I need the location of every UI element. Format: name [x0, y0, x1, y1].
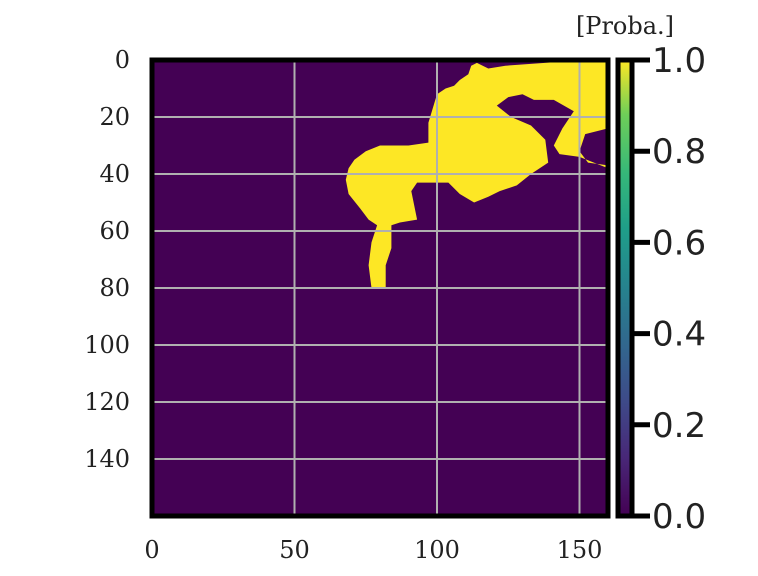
- colorbar-tick-label: 0.8: [652, 132, 706, 172]
- colorbar-label: [Proba.]: [576, 12, 674, 40]
- colorbar-gradient: [618, 60, 632, 516]
- y-tick-label: 140: [84, 445, 130, 473]
- colorbar: 0.0 0.2 0.4 0.6 0.8 1.0 [Proba.]: [576, 12, 706, 537]
- colorbar-tick-label: 0.2: [652, 406, 706, 446]
- x-axis-ticks: 0 50 100 150: [144, 536, 602, 564]
- x-tick-label: 100: [414, 536, 460, 564]
- x-tick-label: 0: [144, 536, 159, 564]
- colorbar-tick-label: 0.0: [652, 497, 706, 537]
- y-tick-label: 40: [99, 160, 130, 188]
- colorbar-tick-label: 0.6: [652, 223, 706, 263]
- y-tick-label: 120: [84, 388, 130, 416]
- x-tick-label: 50: [279, 536, 310, 564]
- y-tick-label: 0: [115, 46, 130, 74]
- plot-frame: [149, 57, 611, 519]
- y-tick-label: 80: [99, 274, 130, 302]
- plot-area: 0 50 100 150 0 20 40 60 80 100 120 140: [84, 46, 611, 564]
- x-tick-label: 150: [557, 536, 603, 564]
- y-axis-ticks: 0 20 40 60 80 100 120 140: [84, 46, 130, 473]
- grid-lines: [152, 60, 608, 516]
- colorbar-ticks: 0.0 0.2 0.4 0.6 0.8 1.0: [632, 41, 706, 537]
- y-tick-label: 20: [99, 103, 130, 131]
- colorbar-tick-label: 1.0: [652, 41, 706, 81]
- colorbar-frame: [615, 57, 635, 519]
- colorbar-tick-label: 0.4: [652, 315, 706, 355]
- y-tick-label: 60: [99, 217, 130, 245]
- y-tick-label: 100: [84, 331, 130, 359]
